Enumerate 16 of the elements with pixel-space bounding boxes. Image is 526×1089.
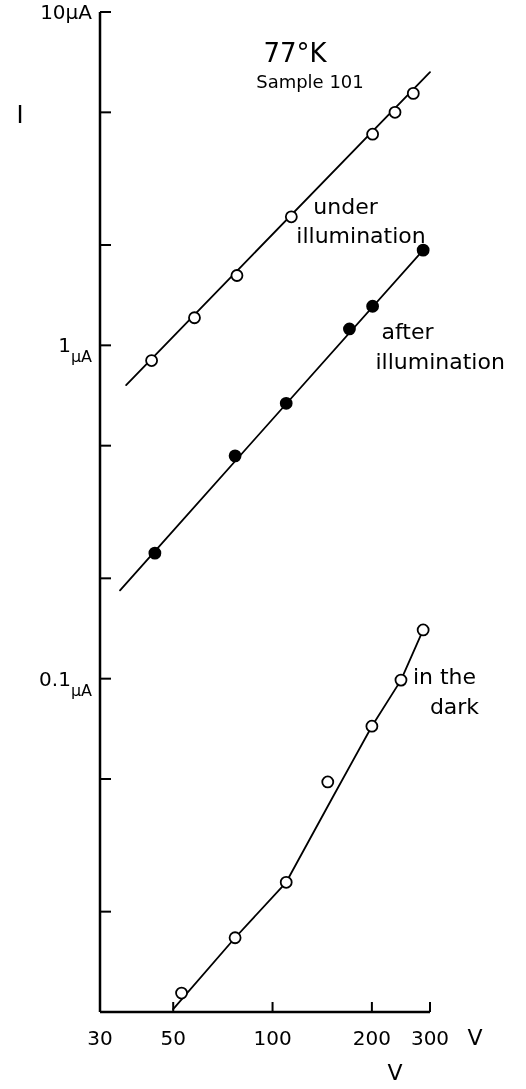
y-tick-label: 0.1$_{μA}$ bbox=[39, 666, 93, 700]
series-label: under illumination bbox=[296, 193, 426, 248]
series-label: in the dark bbox=[412, 664, 480, 720]
x-tick-label: 200 bbox=[352, 1026, 391, 1050]
x-tick-label: 100 bbox=[253, 1026, 292, 1050]
x-axis-title: V bbox=[387, 1060, 403, 1085]
series-label: after illumination bbox=[375, 318, 505, 374]
text: 77°K bbox=[263, 38, 328, 68]
y-axis-title: I bbox=[16, 101, 24, 129]
y-tick-label: 10μA bbox=[40, 0, 93, 24]
x-tick-label: 300 bbox=[410, 1026, 450, 1050]
y-tick-label: 1$_{μA}$ bbox=[58, 333, 93, 366]
x-tick-label: 50 bbox=[160, 1026, 186, 1050]
x-tick-label: 30 bbox=[87, 1026, 113, 1050]
text: Sample 101 bbox=[256, 71, 364, 92]
text: V bbox=[467, 1025, 483, 1050]
